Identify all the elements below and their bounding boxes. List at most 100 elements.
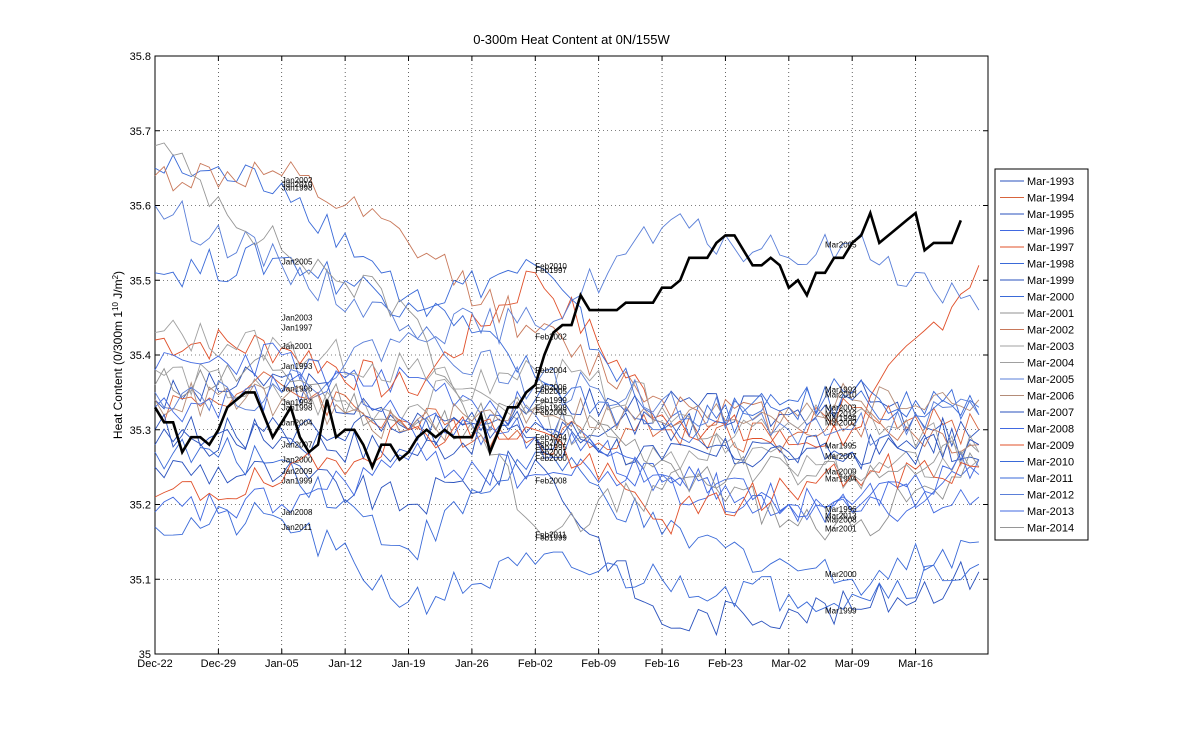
legend-label: Mar-2000 [1027, 292, 1074, 304]
year-annotation: Feb2001 [535, 448, 567, 457]
x-tick-label: Feb-16 [645, 658, 680, 670]
x-tick-label: Jan-05 [265, 658, 299, 670]
y-tick-label: 35.5 [130, 275, 151, 287]
legend-label: Mar-2004 [1027, 358, 1074, 370]
legend-label: Mar-1994 [1027, 193, 1074, 205]
x-tick-label: Mar-09 [835, 658, 870, 670]
axis-ticks: Dec-22 Dec-29 Jan-05 Jan-12 Jan-19 Jan-26 Feb-… [130, 51, 988, 670]
series-line-mar-2006 [154, 381, 980, 442]
legend-item: Mar-2005 [1000, 374, 1074, 386]
legend-item: Mar-2003 [1000, 341, 1074, 353]
y-axis-label: Heat Content (0/300m 110 J/m2) [111, 271, 126, 439]
year-annotation: Mar1994 [825, 414, 857, 423]
x-tick-label: Jan-26 [455, 658, 489, 670]
year-annotation: Mar1993 [825, 385, 857, 394]
chart-title: 0-300m Heat Content at 0N/155W [473, 32, 670, 47]
y-tick-label: 35.8 [130, 51, 151, 63]
year-annotation: Jan1996 [282, 385, 313, 394]
x-tick-label: Mar-16 [898, 658, 933, 670]
legend-label: Mar-2010 [1027, 457, 1074, 469]
year-annotation: Mar1995 [825, 441, 857, 450]
legend-item: Mar-2008 [1000, 424, 1074, 436]
series-line-mar-2007 [154, 410, 980, 471]
year-annotation: Jan1999 [282, 477, 313, 486]
year-annotation: Mar1999 [825, 607, 857, 616]
legend-item: Mar-1993 [1000, 176, 1074, 188]
legend-item: Mar-2000 [1000, 292, 1074, 304]
x-tick-label: Mar-02 [771, 658, 806, 670]
year-annotation: Feb2003 [535, 408, 567, 417]
year-annotations: Jan2002Jan2010Jan1998Jan2005Jan2003Jan19… [282, 176, 857, 616]
y-tick-label: 35.6 [130, 201, 151, 213]
year-annotation: Jan1998 [282, 403, 313, 412]
year-annotation: Feb2000 [535, 454, 567, 463]
series-line-mar-2001 [154, 354, 980, 541]
legend-item: Mar-2001 [1000, 308, 1074, 320]
year-annotation: Jan2010 [282, 180, 313, 189]
legend-item: Mar-1995 [1000, 209, 1074, 221]
grid-lines [155, 56, 988, 654]
year-annotation: Feb2005 [535, 387, 567, 396]
year-annotation: Jan2002 [282, 176, 313, 185]
x-tick-label: Jan-19 [392, 658, 426, 670]
legend-label: Mar-2002 [1027, 325, 1074, 337]
legend-label: Mar-1999 [1027, 275, 1074, 287]
year-annotation: Feb1995 [535, 443, 567, 452]
series-line-mar-2011 [154, 501, 980, 616]
series-line-mar-2008 [154, 442, 980, 522]
year-annotation: Mar2012 [825, 409, 857, 418]
year-annotation: Mar1994 [825, 474, 857, 483]
year-annotation: Feb2002 [535, 332, 567, 341]
legend-label: Mar-2014 [1027, 523, 1074, 535]
year-annotation: Jan2005 [282, 258, 313, 267]
year-annotation: Jan2008 [282, 508, 313, 517]
legend-item: Mar-1999 [1000, 275, 1074, 287]
year-annotation: Jan2004 [282, 418, 313, 427]
legend-label: Mar-2012 [1027, 490, 1074, 502]
year-annotation: Feb1999 [535, 533, 567, 542]
legend-label: Mar-2009 [1027, 440, 1074, 452]
year-annotation: Jan1997 [282, 323, 313, 332]
series-line-mar-2013 [154, 342, 980, 523]
y-tick-label: 35.4 [130, 350, 151, 362]
year-annotation: Feb1994 [535, 433, 567, 442]
legend-label: Mar-1993 [1027, 176, 1074, 188]
year-annotation: Jan2001 [282, 342, 313, 351]
year-annotation: Jan2000 [282, 456, 313, 465]
year-annotation: Jan1998 [282, 184, 313, 193]
legend-item: Mar-1997 [1000, 242, 1074, 254]
year-annotation: Mar1996 [825, 505, 857, 514]
year-annotation: Feb2004 [535, 366, 567, 375]
legend-label: Mar-2005 [1027, 374, 1074, 386]
year-annotation: Mar2005 [825, 240, 857, 249]
series-line-mar-1997 [154, 265, 980, 448]
series-line-mar-1998 [154, 153, 980, 438]
legend-item: Mar-2013 [1000, 506, 1074, 518]
year-annotation: Mar2009 [825, 468, 857, 477]
legend-item: Mar-2004 [1000, 358, 1074, 370]
y-tick-label: 35.3 [130, 425, 151, 437]
year-annotation: Mar2003 [825, 403, 857, 412]
x-tick-label: Feb-09 [581, 658, 616, 670]
legend-label: Mar-2008 [1027, 424, 1074, 436]
x-tick-label: Dec-22 [137, 658, 172, 670]
series-line-mar-2005 [154, 199, 980, 346]
legend-label: Mar-2013 [1027, 506, 1074, 518]
year-annotation: Feb2007 [535, 438, 567, 447]
series-line-mar-2002 [154, 160, 979, 454]
series-line-mar-2009 [154, 415, 979, 535]
year-annotation: Feb2011 [535, 530, 567, 539]
legend: Mar-1993 Mar-1994 Mar-1995 Mar-1996 Mar-1997… [994, 168, 1089, 541]
year-annotation: Mar2001 [825, 524, 857, 533]
legend-label: Mar-2003 [1027, 341, 1074, 353]
legend-item: Mar-1996 [1000, 226, 1074, 238]
legend-label: Mar-2007 [1027, 407, 1074, 419]
legend-label: Mar-1997 [1027, 242, 1074, 254]
year-annotation: Jan2003 [282, 314, 313, 323]
legend-item: Mar-1994 [1000, 193, 1074, 205]
legend-item: Mar-2012 [1000, 490, 1074, 502]
year-annotation: Jan2007 [282, 441, 313, 450]
year-annotation: Mar2002 [825, 418, 857, 427]
current-year-line [153, 209, 963, 471]
